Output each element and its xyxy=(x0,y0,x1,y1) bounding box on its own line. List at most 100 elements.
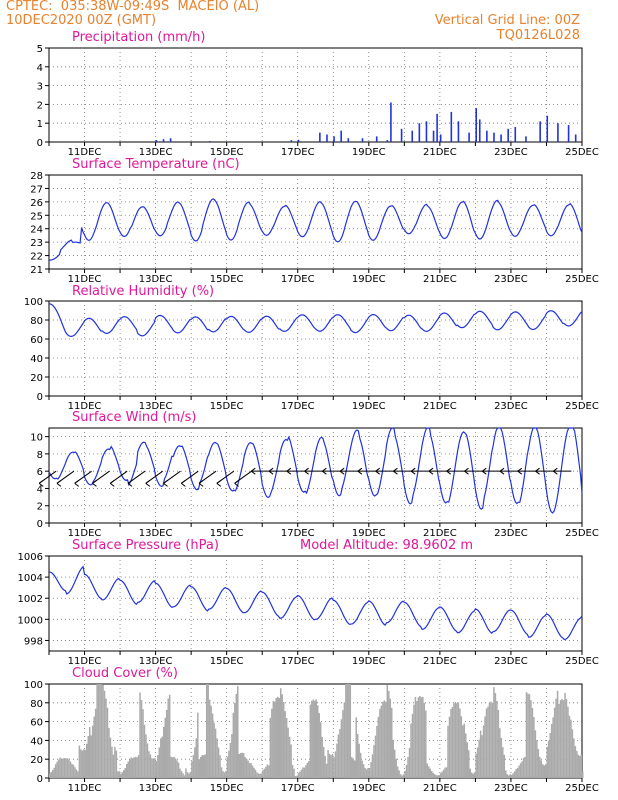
panel3-xtick-label: 15DEC xyxy=(210,401,244,412)
cloud-bar xyxy=(268,765,270,778)
panel1-ytick-label: 4 xyxy=(37,63,43,74)
cloud-bar xyxy=(518,765,520,778)
cloud-bar xyxy=(222,771,224,778)
panel2-ytick-label: 27 xyxy=(30,184,43,195)
cloud-bar xyxy=(393,749,396,778)
cloud-bar xyxy=(189,772,192,778)
cloud-bar xyxy=(125,764,128,778)
cloud-bar xyxy=(340,719,343,778)
cloud-bar xyxy=(251,765,254,778)
wind-barb-head xyxy=(268,467,274,472)
cloud-bar xyxy=(370,762,372,778)
panel4-ytick-label: 10 xyxy=(30,433,43,444)
wind-barb-head xyxy=(181,482,186,487)
cloud-bar xyxy=(91,725,94,778)
precip-bar xyxy=(386,140,389,142)
precip-bar xyxy=(546,115,549,142)
cloud-bar xyxy=(361,760,363,778)
panel2-ytick-label: 28 xyxy=(30,171,43,182)
cloud-bar xyxy=(522,757,525,778)
precip-bar xyxy=(340,130,342,142)
cloud-bar xyxy=(389,698,392,778)
cloud-bar xyxy=(496,700,498,778)
precip-bar xyxy=(574,134,577,142)
cloud-bar xyxy=(456,703,458,778)
panel3-xtick-label: 11DEC xyxy=(68,401,102,412)
cloud-bar xyxy=(269,717,272,778)
cloud-bar xyxy=(229,742,232,778)
panel3-frame xyxy=(48,300,583,397)
cloud-bar xyxy=(428,766,430,778)
panel4-ytick-label: 6 xyxy=(37,467,43,478)
cloud-bar xyxy=(404,770,406,778)
cloud-bar xyxy=(445,767,448,778)
precip-bar xyxy=(539,121,541,142)
cloud-bar xyxy=(379,709,381,778)
cloud-bar xyxy=(493,687,495,778)
cloud-bar xyxy=(351,757,353,778)
cloud-bar xyxy=(53,767,55,778)
cloud-bar xyxy=(302,767,304,778)
cloud-bar xyxy=(241,752,243,778)
cloud-bar xyxy=(281,694,283,778)
wind-barb-head xyxy=(234,482,239,487)
cloud-bar xyxy=(438,775,440,778)
cloud-bar xyxy=(336,743,338,778)
cloud-bar xyxy=(170,756,172,778)
cloud-bar xyxy=(242,753,245,778)
cloud-bar xyxy=(133,757,135,778)
precip-bar xyxy=(457,121,460,142)
cloud-bar xyxy=(444,767,446,778)
cloud-bar xyxy=(120,773,122,778)
panel1-ytick-label: 3 xyxy=(37,82,43,93)
wind-barb-head xyxy=(446,467,452,472)
cloud-bar xyxy=(576,750,578,778)
wind-barb-head xyxy=(38,479,44,484)
cloud-bar xyxy=(157,755,159,778)
cloud-bar xyxy=(250,763,252,778)
cloud-bar xyxy=(205,684,208,778)
cloud-bar xyxy=(299,771,301,778)
cloud-bar xyxy=(516,767,519,778)
precip-bar xyxy=(162,139,165,142)
wind-barb-head xyxy=(216,482,222,487)
panel4-frame xyxy=(48,427,583,524)
cloud-bar xyxy=(358,743,360,778)
panel5-xtick-label: 17DEC xyxy=(281,656,315,667)
cloud-bar xyxy=(512,773,514,778)
cloud-bar xyxy=(553,707,556,778)
wind-barb-head xyxy=(322,467,327,472)
panel2-ytick-label: 21 xyxy=(30,265,43,276)
panel1-ytick-label: 1 xyxy=(37,119,43,130)
cloud-bar xyxy=(540,760,543,778)
cloud-bar xyxy=(63,758,66,778)
cloud-bar xyxy=(420,697,423,778)
wind-barb-head xyxy=(393,470,398,475)
cloud-bar xyxy=(69,761,72,778)
cloud-bar xyxy=(417,697,420,778)
wind-barb-head xyxy=(553,467,558,472)
panel5-ytick-label: 998 xyxy=(24,636,43,647)
cloud-bar xyxy=(149,754,152,778)
cloud-bar xyxy=(330,755,332,778)
panel5-ytick-label: 1002 xyxy=(18,594,43,605)
cloud-bar xyxy=(425,710,427,778)
wind-barb-head xyxy=(428,470,434,475)
cloud-bar xyxy=(272,701,275,778)
panel2-ytick-label: 24 xyxy=(30,225,43,236)
panel1-xtick-label: 17DEC xyxy=(281,147,315,158)
cloud-bar xyxy=(531,707,534,778)
cloud-bar xyxy=(288,736,291,778)
wind-barb-head xyxy=(234,479,239,484)
cloud-bar xyxy=(253,767,255,778)
panel5-xtick-label: 25DEC xyxy=(565,656,599,667)
cloud-bar xyxy=(86,743,88,778)
cloud-bar xyxy=(345,684,347,778)
panel5-ytick-label: 1004 xyxy=(18,573,43,584)
panel2-title: Surface Temperature (nC) xyxy=(72,157,240,172)
wind-barb-head xyxy=(481,467,487,472)
cloud-bar xyxy=(57,759,60,778)
cloud-bar xyxy=(136,757,138,778)
cloud-bar xyxy=(441,771,443,778)
cloud-bar xyxy=(158,747,161,778)
